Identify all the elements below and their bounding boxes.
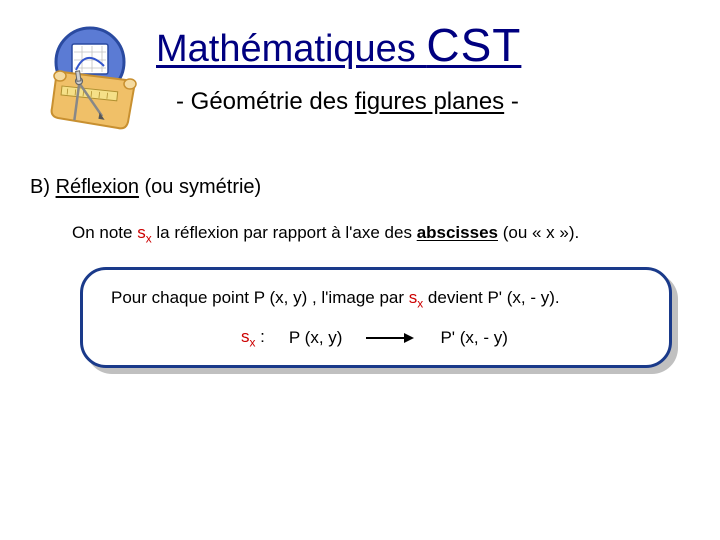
note-pre: On note (72, 223, 137, 242)
mapping-to: P' (x, - y) (440, 328, 507, 348)
mapping-sx: sx : (241, 327, 265, 349)
definition-bubble: Pour chaque point P (x, y) , l'image par… (80, 267, 672, 368)
subtitle-underline: figures planes (355, 88, 504, 115)
subtitle-pre: - Géométrie des (176, 88, 355, 115)
bubble-mapping: sx : P (x, y) P' (x, - y) (111, 327, 641, 349)
section-rest: (ou symétrie) (139, 176, 261, 198)
note-text: On note sx la réflexion par rapport à l'… (72, 223, 720, 245)
section-letter: B) (30, 176, 56, 198)
page-subtitle: - Géométrie des figures planes - (176, 88, 720, 116)
section-heading: B) Réflexion (ou symétrie) (30, 176, 720, 199)
subtitle-post: - (504, 88, 519, 115)
mapping-from: P (x, y) (289, 328, 343, 348)
section-reflexion: Réflexion (56, 176, 139, 198)
title-main: Mathématiques (156, 28, 426, 70)
bubble-body: Pour chaque point P (x, y) , l'image par… (80, 267, 672, 368)
arrow-icon (366, 332, 416, 344)
math-scroll-icon (48, 22, 148, 132)
title-cst: CST (426, 19, 521, 71)
note-mid: la réflexion par rapport à l'axe des (152, 223, 417, 242)
sx-notation: sx (137, 223, 151, 242)
note-post: (ou « x »). (498, 223, 579, 242)
bubble-text-1: Pour chaque point P (x, y) , l'image par… (111, 288, 641, 310)
note-abscisses: abscisses (417, 223, 498, 242)
sx-inline: sx (409, 288, 423, 307)
page-title: Mathématiques CST (156, 18, 720, 72)
